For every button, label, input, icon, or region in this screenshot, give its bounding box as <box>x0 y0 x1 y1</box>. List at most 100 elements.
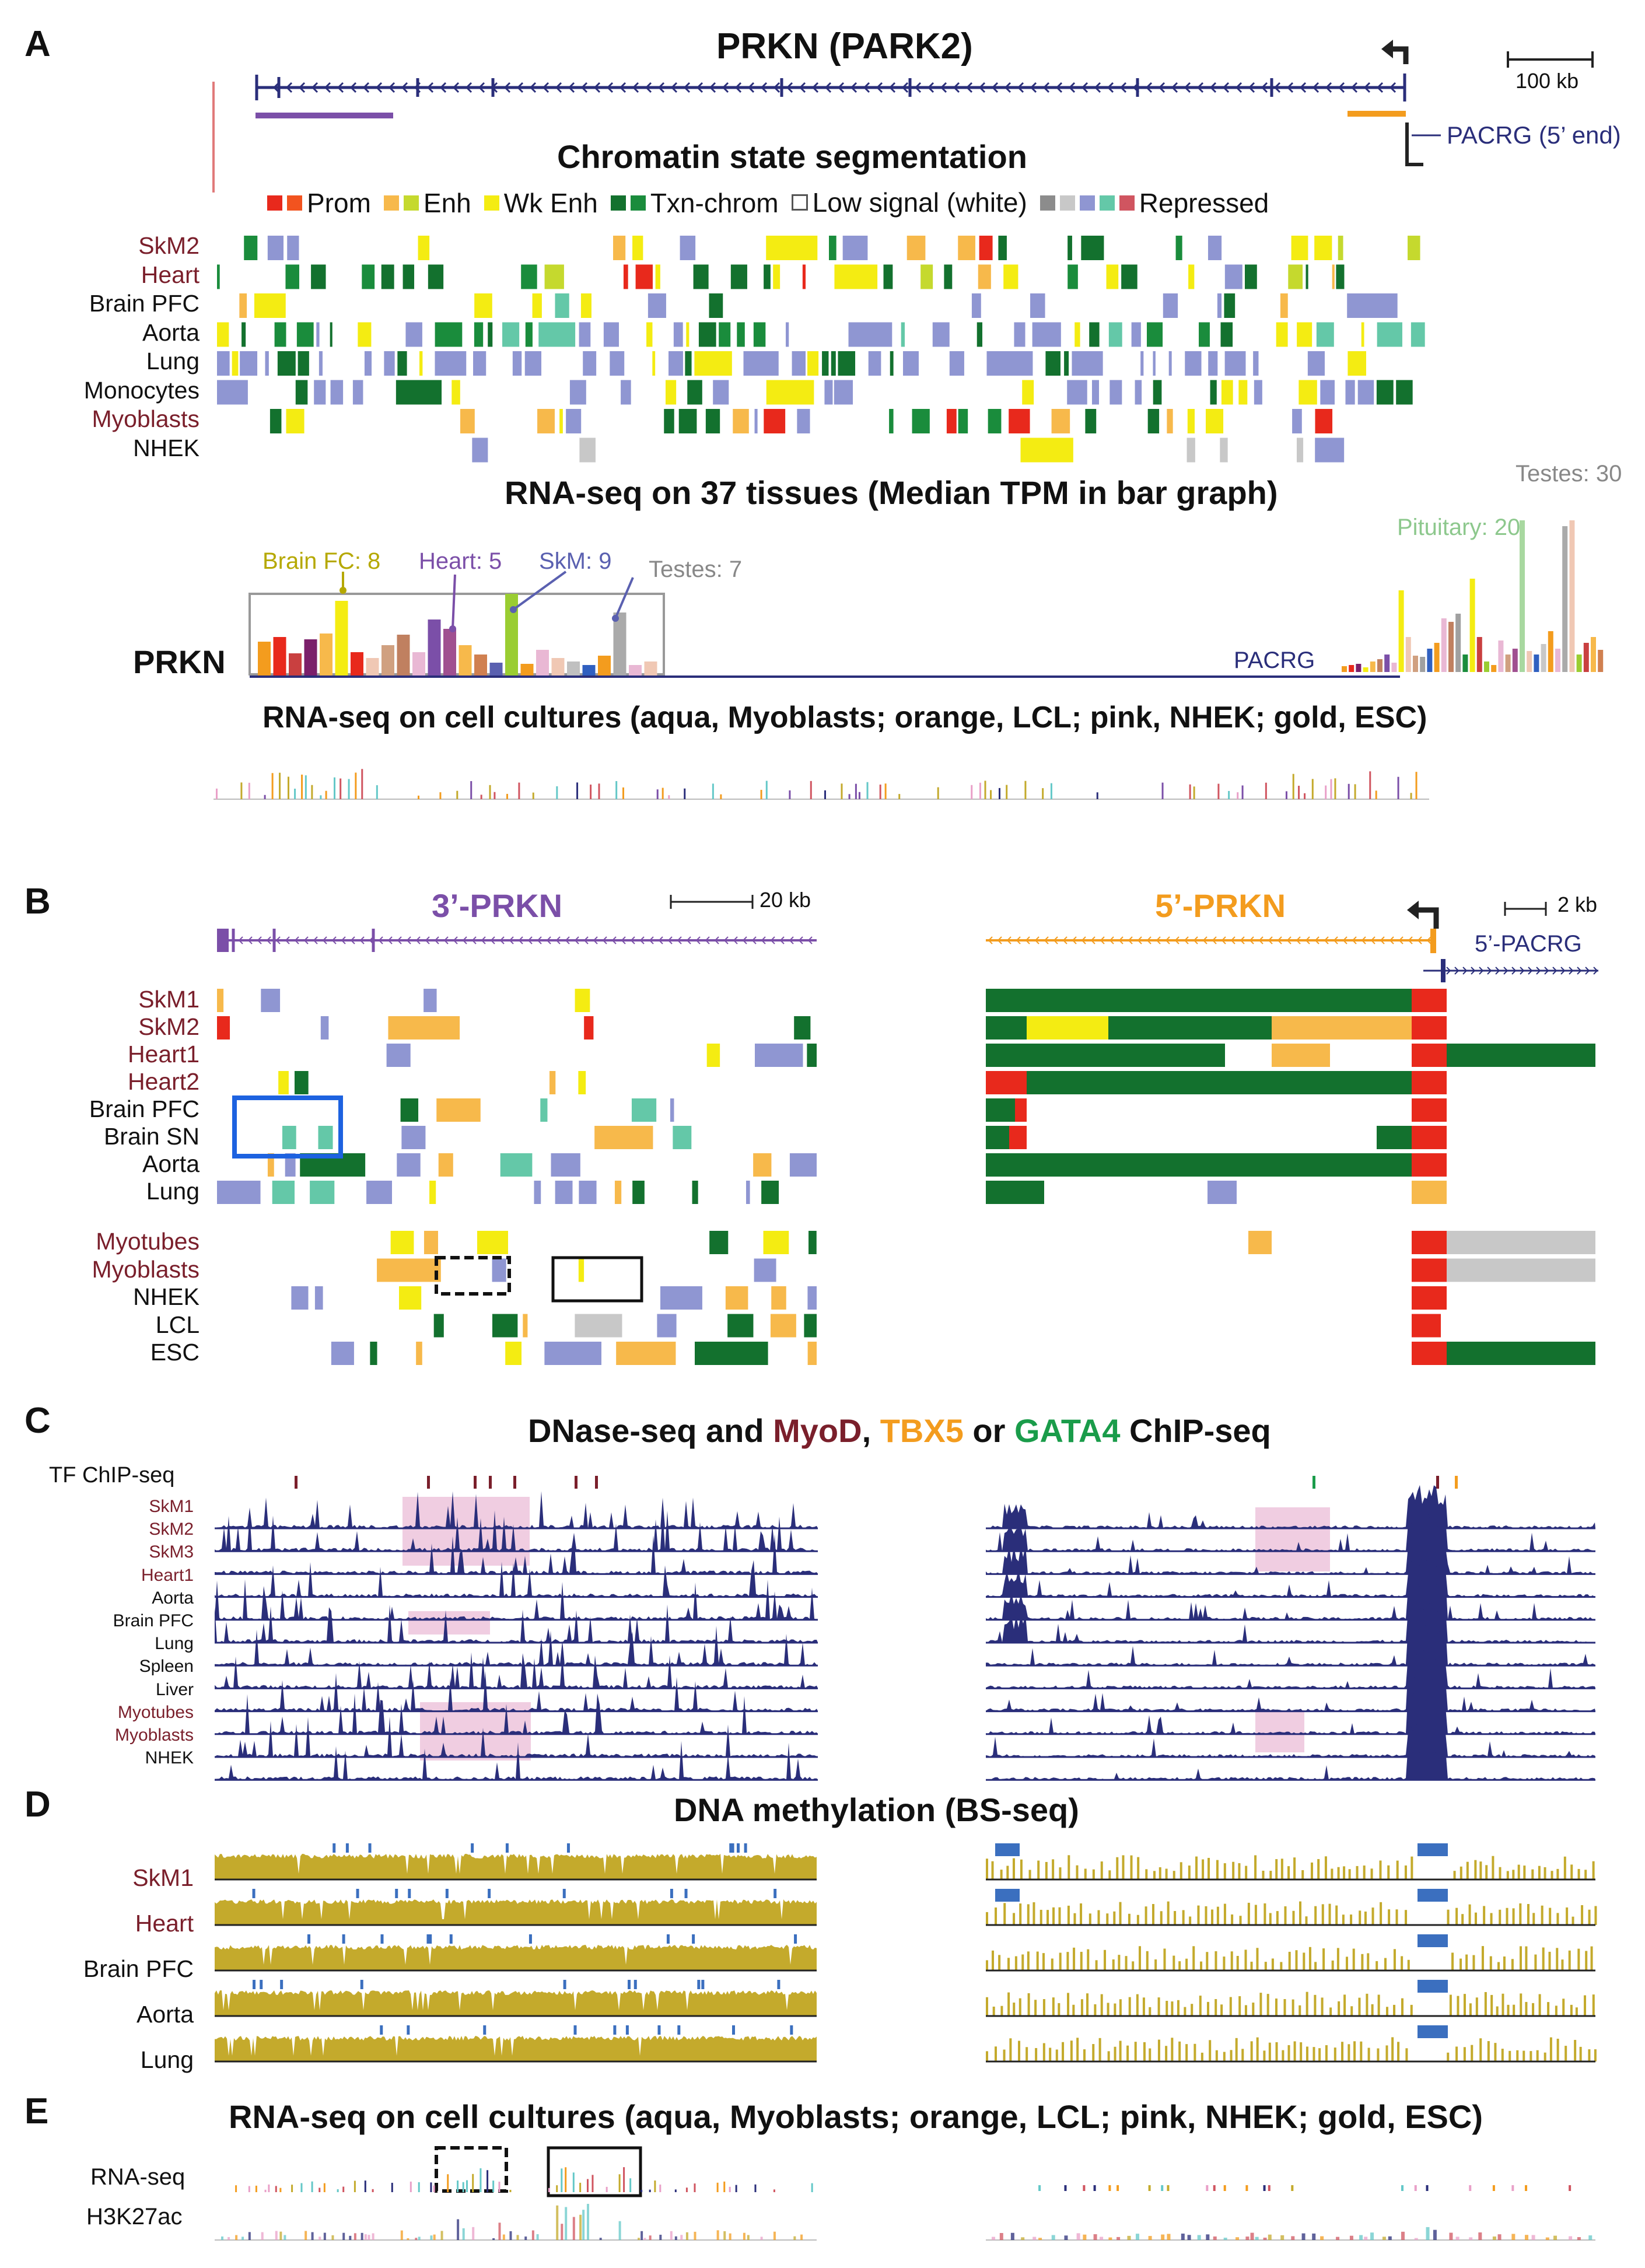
chromatin-segment <box>523 1314 528 1338</box>
cell-signal <box>1348 783 1350 799</box>
b-pacrg-chevron <box>1585 967 1590 975</box>
cell-signal <box>1292 774 1294 799</box>
cell-signal <box>456 790 459 799</box>
methylation-bar-right <box>1513 2004 1516 2016</box>
intron-chevron <box>555 82 562 93</box>
methylation-bar-right <box>1337 1867 1340 1880</box>
methylation-bar-right <box>1489 1956 1492 1971</box>
methylation-bar-right <box>1492 1856 1494 1880</box>
e-h3k27ac-signal <box>579 2214 582 2240</box>
e-rnaseq-signal <box>1093 2185 1096 2191</box>
e-rnaseq-signal <box>1108 2185 1111 2191</box>
methylation-bar-right <box>1451 1952 1454 1971</box>
chromatin-segment <box>217 351 230 376</box>
methylation-bar-right <box>1310 1862 1313 1880</box>
track-label: Heart1 <box>127 1041 200 1068</box>
e-h3k27ac-signal <box>430 2235 433 2240</box>
cell-signal <box>841 783 843 799</box>
b-scale-2kb: 2 kb <box>1558 892 1598 916</box>
methylation-bar-right <box>1087 1949 1090 1971</box>
methylation-bar-right <box>1584 1995 1587 2016</box>
methylation-bar-right <box>1076 2038 1079 2062</box>
chromatin-segment <box>1068 236 1072 260</box>
intron-chevron <box>709 82 716 93</box>
pacrg-tissue-bar <box>1377 659 1382 672</box>
cell-signal <box>361 769 363 799</box>
chromatin-segment <box>310 1181 335 1204</box>
methylation-bar-right <box>1119 2041 1122 2062</box>
pacrg-tissue-bar <box>1562 526 1568 672</box>
intron-chevron <box>850 82 858 93</box>
methylation-bar-right <box>1385 2007 1388 2016</box>
chromatin-segment <box>254 293 286 318</box>
chromatin-segment <box>1147 409 1160 433</box>
e-h3k27ac-signal <box>360 2232 363 2240</box>
chromatin-segment <box>764 264 771 289</box>
e-h3k27ac-signal <box>1569 2236 1573 2240</box>
b-right-chevron <box>1426 936 1432 944</box>
b-left-chevron <box>742 936 747 944</box>
methylation-bar-right <box>1100 1861 1103 1880</box>
cell-signal <box>470 781 473 799</box>
e-rnaseq-signal <box>1492 2185 1495 2191</box>
chromatin-segment <box>584 1016 594 1040</box>
dnase-signal-left <box>215 1510 818 1552</box>
skm-label: SkM: 9 <box>539 548 612 574</box>
chromatin-segment <box>657 1314 677 1338</box>
chromatin-segment <box>1377 1126 1412 1149</box>
methylation-bar-right <box>995 2046 998 2062</box>
panel-a-chromatin-tracks <box>217 236 1425 463</box>
cell-signal <box>765 780 768 799</box>
methylation-bar-right <box>1042 2043 1045 2062</box>
methylation-bar-right <box>1231 1914 1234 1925</box>
e-h3k27ac-signal <box>1100 2236 1104 2240</box>
methylation-bar-right <box>1269 1871 1272 1880</box>
methylation-bar-right <box>1145 1869 1148 1880</box>
methylation-bar-right <box>1211 1909 1214 1925</box>
chromatin-segment <box>828 236 836 260</box>
unmethylated-cgi <box>995 1843 1020 1856</box>
methylation-bar-right <box>1334 2048 1336 2062</box>
chromatin-segment <box>1410 322 1425 347</box>
tissue-bar <box>304 639 317 676</box>
chromatin-segment <box>834 264 878 289</box>
methylation-bar-right <box>1097 1910 1100 1925</box>
chromatin-segment <box>1067 380 1087 405</box>
chromatin-segment <box>1316 322 1334 347</box>
intron-chevron <box>670 82 678 93</box>
methylation-bar-right <box>1447 1909 1450 1925</box>
chromatin-segment <box>1412 1044 1447 1067</box>
intron-chevron <box>645 82 652 93</box>
methylation-bar-right <box>1300 2042 1303 2062</box>
e-h3k27ac-signal <box>524 2236 527 2240</box>
methylation-bar-right <box>1136 1994 1139 2016</box>
b-pacrg-chevron <box>1577 967 1582 975</box>
chromatin-segment <box>401 1126 426 1149</box>
chromatin-segment <box>579 322 591 347</box>
cell-signal <box>1189 784 1191 799</box>
methylation-bar-right <box>1322 1948 1325 1971</box>
intron-chevron <box>1017 82 1024 93</box>
b-left-chevron <box>313 936 318 944</box>
chromatin-segment <box>277 351 296 376</box>
track-label: Liver <box>155 1679 194 1699</box>
intron-chevron <box>799 82 806 93</box>
chromatin-segment <box>944 264 953 289</box>
b-right-chevron <box>1006 936 1012 944</box>
e-h3k27ac-signal <box>261 2232 264 2240</box>
e-h3k27ac-signal <box>599 2238 602 2240</box>
chromatin-segment <box>1345 380 1355 405</box>
b-right-chevron <box>1230 936 1236 944</box>
intron-chevron <box>991 82 999 93</box>
e-h3k27ac-signal <box>1577 2237 1581 2240</box>
b-right-chevron <box>1352 936 1357 944</box>
c-title-part: DNase-seq and <box>528 1412 774 1449</box>
b-left-chevron <box>761 936 766 944</box>
tissue-bar <box>520 664 534 676</box>
e-h3k27ac-signal <box>1478 2232 1482 2240</box>
e-h3k27ac-signal <box>462 2228 465 2240</box>
e-h3k27ac-signal <box>670 2231 673 2240</box>
dnase-signal-left <box>215 1652 818 1689</box>
methylation-bar-right <box>1318 2048 1321 2062</box>
methylation-bar-right <box>1012 1858 1015 1880</box>
